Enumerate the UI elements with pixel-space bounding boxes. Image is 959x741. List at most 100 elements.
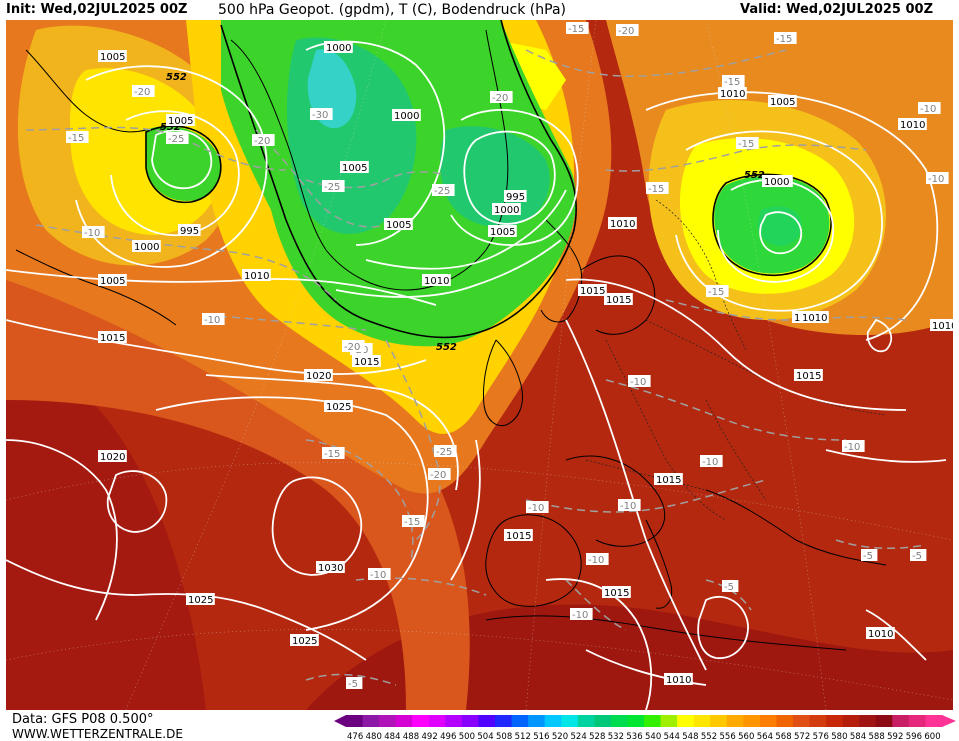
- pressure-label-p5: 1005: [342, 163, 367, 174]
- legend-label-520: 520: [552, 732, 568, 741]
- legend-label-584: 584: [850, 732, 866, 741]
- legend-swatch-18: [644, 715, 662, 727]
- legend-label-580: 580: [831, 732, 847, 741]
- pressure-label-bg-p9: [98, 274, 127, 286]
- geopot-label-552-ne: 552: [744, 170, 765, 181]
- temp-label-bg-t6: [252, 134, 275, 146]
- temp-label-t31: -5: [724, 582, 734, 593]
- pressure-label-p3: 1005: [168, 116, 193, 127]
- legend-swatch-12: [544, 715, 562, 727]
- temp-label-bg-t13: [736, 137, 759, 149]
- geopot-label-552-nw2: 552: [160, 122, 181, 133]
- temp-label-t29: -5: [863, 551, 873, 562]
- isotherm-20-c: [385, 339, 441, 541]
- field-orange-band: [6, 260, 470, 710]
- legend-swatch-6: [445, 715, 463, 727]
- geopot-label-552-nw: 552: [166, 72, 187, 83]
- isobar-1000-nw: [110, 110, 240, 236]
- pressure-label-p6: 995: [180, 226, 199, 237]
- border-2: [645, 319, 887, 416]
- geopot-552-contour-ne: [712, 173, 832, 277]
- isotherm-20-n: [525, 49, 787, 78]
- coastlines: [15, 29, 887, 651]
- pressure-label-bg-p30: [898, 118, 927, 130]
- legend-label-476: 476: [347, 732, 363, 741]
- pressure-label-bg-p23: [422, 274, 451, 286]
- temp-label-bg-t1: [132, 85, 155, 97]
- isotherm-20: [255, 129, 387, 228]
- temp-label-t18: -25: [436, 447, 452, 458]
- pressure-label-bg-p6: [178, 224, 201, 236]
- legend-label-496: 496: [440, 732, 456, 741]
- legend-label-588: 588: [869, 732, 885, 741]
- legend-label-548: 548: [682, 732, 698, 741]
- temp-label-bg-t22: [526, 501, 549, 513]
- legend-label-552: 552: [701, 732, 717, 741]
- graticule-lat-1: [6, 461, 953, 541]
- legend-swatch-17: [627, 715, 645, 727]
- isobar-1020-sw: [6, 439, 118, 621]
- temp-label-t36: -10: [204, 315, 220, 326]
- isobar-1010-ice: [335, 239, 562, 298]
- border-4: [705, 399, 767, 501]
- pressure-label-bg-p2: [324, 41, 353, 53]
- legend-swatch-21: [693, 715, 711, 727]
- field-deep-red-sw: [6, 350, 206, 710]
- temp-label-t6: -20: [254, 136, 270, 147]
- pressure-label-bg-p21: [384, 218, 413, 230]
- pressure-label-p36: 1010: [868, 629, 893, 640]
- legend-label-556: 556: [720, 732, 736, 741]
- legend-label-492: 492: [422, 732, 438, 741]
- temp-label-bg-t28: [842, 440, 865, 452]
- temp-label-bg-t26: [700, 455, 723, 467]
- pressure-labels: 1005 1000 1005 1000 1005 995 1000 1000 1005 1010 1…: [98, 41, 953, 686]
- pressure-label-p10: 1010: [244, 271, 269, 282]
- temp-label-t21: -10: [370, 570, 386, 581]
- legend-swatch-28: [809, 715, 827, 727]
- pressure-label-bg-p13: [324, 400, 353, 412]
- isobar-1020-c: [450, 439, 481, 581]
- pressure-label-p31: 1015: [796, 371, 821, 382]
- isobar-1015-c: [565, 319, 707, 671]
- temp-label-bg-t31: [722, 580, 739, 592]
- isobar-995-nw: [151, 129, 213, 190]
- temp-label-t28: -10: [844, 442, 860, 453]
- temp-label-bg-t14: [918, 102, 941, 114]
- pressure-label-bg-p26: [604, 293, 633, 305]
- isobar-1025-ring: [106, 470, 168, 533]
- legend-swatch-10: [511, 715, 529, 727]
- temp-label-bg-t24: [586, 553, 609, 565]
- pressure-label-p24: 1015: [580, 286, 605, 297]
- legend-swatch-1: [362, 715, 380, 727]
- website: WWW.WETTERZENTRALE.DE: [12, 727, 183, 741]
- legend-swatch-32: [875, 715, 893, 727]
- pressure-label-bg-p33: [654, 473, 683, 485]
- pressure-label-bg-p39: [800, 311, 829, 323]
- pressure-label-bg-p15: [316, 561, 345, 573]
- temp-label-t4: -10: [84, 228, 100, 239]
- temp-label-t14: -10: [920, 104, 936, 115]
- borders: [585, 199, 887, 521]
- pressure-label-p2: 1000: [326, 43, 351, 54]
- temp-label-t34: -15: [708, 287, 724, 298]
- legend-label-568: 568: [775, 732, 791, 741]
- temp-label-t26: -10: [702, 457, 718, 468]
- pressure-label-p18: 1015: [354, 357, 379, 368]
- temp-label-bg-t7: [322, 180, 345, 192]
- data-source: Data: GFS P08 0.500°: [12, 712, 154, 727]
- legend-arrow-left: [334, 715, 346, 727]
- legend-swatch-23: [726, 715, 744, 727]
- pressure-label-bg-p8: [492, 203, 521, 215]
- temp-label-bg-t35: [342, 340, 365, 352]
- pressure-label-bg-p1: [98, 50, 127, 62]
- pressure-label-p11: 1015: [100, 333, 125, 344]
- scandinavia-west-coast: [540, 219, 583, 323]
- legend-label-600: 600: [924, 732, 940, 741]
- isobar-1005-nw: [75, 65, 268, 268]
- temperature-labels: -20 -25 -15 -10 -30 -20 -25 -25 -20 -20 -15 -15 -15 -…: [66, 22, 949, 690]
- isobar-995-ne: [759, 211, 803, 255]
- pressure-label-p33: 1015: [656, 475, 681, 486]
- legend-label-480: 480: [366, 732, 382, 741]
- temp-label-t23: -10: [620, 501, 636, 512]
- legend-swatch-0: [346, 715, 364, 727]
